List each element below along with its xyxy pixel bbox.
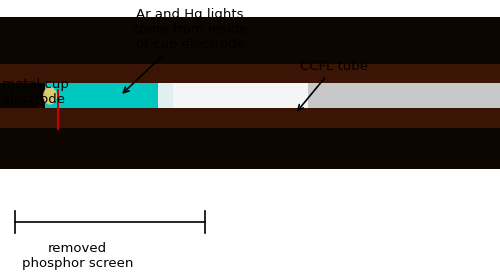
Text: metal cup
electrode: metal cup electrode — [2, 78, 70, 106]
Text: Ar and Hg lights
come from inside
of cup electrode: Ar and Hg lights come from inside of cup… — [124, 8, 248, 93]
Text: CCFL tube: CCFL tube — [298, 60, 368, 110]
Bar — [308, 83, 500, 108]
Bar — [0, 17, 500, 170]
Bar — [0, 108, 500, 128]
Bar — [158, 83, 172, 108]
Bar — [172, 83, 308, 108]
Bar — [0, 128, 500, 170]
Bar — [0, 64, 500, 83]
Bar — [45, 83, 162, 108]
Text: removed
phosphor screen: removed phosphor screen — [22, 242, 133, 270]
Ellipse shape — [43, 87, 57, 105]
Bar — [0, 83, 45, 108]
Bar — [0, 17, 500, 64]
